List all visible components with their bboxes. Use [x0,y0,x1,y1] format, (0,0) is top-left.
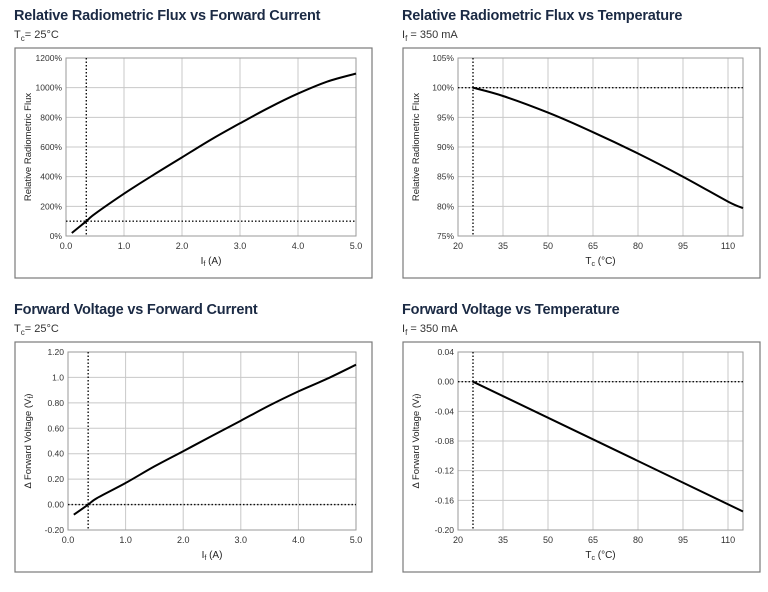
y-tick-label: -0.08 [435,436,455,446]
y-tick-label: 0% [50,231,63,241]
x-axis-label: Tc (°C) [585,256,615,268]
x-tick-label: 1.0 [118,241,131,251]
y-tick-label: -0.20 [45,525,65,535]
x-tick-label: 1.0 [119,535,132,545]
y-tick-label: 0.00 [437,377,454,387]
series-line [73,363,357,516]
series-line [472,380,744,513]
chart-title: Relative Radiometric Flux vs Forward Cur… [14,8,321,24]
y-tick-label: 100% [432,83,454,93]
x-tick-label: 4.0 [292,535,305,545]
chart-voltage-vs-temperature: Forward Voltage vs Temperature If = 350 … [402,302,768,592]
y-tick-label: 1.0 [52,372,64,382]
x-tick-label: 5.0 [350,535,363,545]
x-tick-label: 0.0 [60,241,73,251]
y-tick-label: 0.80 [47,398,64,408]
chart-title: Forward Voltage vs Forward Current [14,302,258,318]
y-axis-label: Δ Forward Voltage (Vf) [411,394,423,489]
chart-flux-vs-current: Relative Radiometric Flux vs Forward Cur… [14,8,384,298]
x-tick-label: 20 [453,241,463,251]
x-tick-label: 3.0 [235,535,248,545]
x-tick-label: 2.0 [176,241,189,251]
y-tick-label: 0.60 [47,423,64,433]
plot-area [65,57,357,237]
chart-title: Relative Radiometric Flux vs Temperature [402,8,683,24]
y-tick-label: -0.20 [435,525,455,535]
y-tick-label: 200% [40,201,62,211]
y-tick-label: -0.16 [435,495,455,505]
y-tick-label: 0.20 [47,474,64,484]
plot-area [457,57,744,237]
x-tick-label: 80 [633,241,643,251]
plot-area [457,351,744,531]
y-tick-label: 0.00 [47,500,64,510]
chart-frame [402,47,761,279]
series-line [472,86,744,210]
y-tick-label: 1000% [36,83,63,93]
x-tick-label: 50 [543,535,553,545]
y-tick-label: 75% [437,231,454,241]
x-tick-label: 50 [543,241,553,251]
chart-voltage-vs-current: Forward Voltage vs Forward Current Tc= 2… [14,302,384,592]
chart-plot: 20 35 50 65 80 95 110 -0.20 -0.16 -0.12 -0.08 -0.04… [402,341,761,573]
y-tick-label: 800% [40,112,62,122]
y-tick-label: 600% [40,142,62,152]
x-tick-label: 5.0 [350,241,363,251]
x-tick-label: 4.0 [292,241,305,251]
y-tick-label: -0.04 [435,406,455,416]
chart-plot: 20 35 50 65 80 95 110 75% 80% 85% 90% 95% 100% 105% Tc… [402,47,761,279]
x-tick-label: 3.0 [234,241,247,251]
chart-condition: Tc= 25°C [14,323,59,338]
x-axis-label: If (A) [202,550,223,562]
y-tick-label: 0.04 [437,347,454,357]
chart-frame [14,341,373,573]
y-tick-label: 95% [437,112,454,122]
series-line [71,72,357,234]
x-tick-label: 35 [498,241,508,251]
y-tick-label: 80% [437,201,454,211]
chart-plot: 0.0 1.0 2.0 3.0 4.0 5.0 0% 200% 400% 600% 800% 1000… [14,47,373,279]
chart-flux-vs-temperature: Relative Radiometric Flux vs Temperature… [402,8,768,298]
x-tick-label: 0.0 [62,535,75,545]
x-tick-label: 2.0 [177,535,190,545]
y-tick-label: 85% [437,172,454,182]
x-axis-label: Tc (°C) [585,550,615,562]
x-tick-label: 80 [633,535,643,545]
y-axis-label: Δ Forward Voltage (Vf) [23,394,35,489]
y-tick-label: -0.12 [435,466,455,476]
y-tick-label: 105% [432,53,454,63]
x-tick-label: 110 [721,535,735,545]
x-tick-label: 65 [588,535,598,545]
y-axis-label: Relative Radiometric Flux [411,93,422,201]
chart-frame [402,341,761,573]
y-tick-label: 0.40 [47,449,64,459]
plot-area [67,351,357,531]
x-tick-label: 20 [453,535,463,545]
y-tick-label: 1.20 [47,347,64,357]
y-tick-label: 90% [437,142,454,152]
chart-condition: Tc= 25°C [14,29,59,44]
x-axis-label: If (A) [201,256,222,268]
x-tick-label: 95 [678,241,688,251]
chart-condition: If = 350 mA [402,29,458,44]
x-tick-label: 35 [498,535,508,545]
chart-condition: If = 350 mA [402,323,458,338]
x-tick-label: 65 [588,241,598,251]
y-axis-label: Relative Radiometric Flux [23,93,34,201]
y-tick-label: 400% [40,172,62,182]
y-tick-label: 1200% [36,53,63,63]
x-tick-label: 95 [678,535,688,545]
chart-title: Forward Voltage vs Temperature [402,302,620,318]
x-tick-label: 110 [721,241,735,251]
chart-plot: 0.0 1.0 2.0 3.0 4.0 5.0 -0.20 0.00 0.20 0.40 0.60 0… [14,341,373,573]
